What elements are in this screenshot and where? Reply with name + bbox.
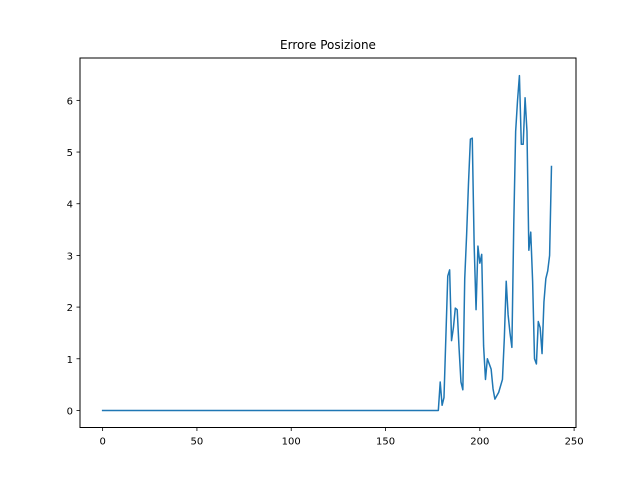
y-tick-label: 4 bbox=[67, 200, 73, 211]
plot-frame bbox=[79, 57, 577, 428]
y-tick-label: 6 bbox=[67, 96, 73, 107]
series-layer bbox=[101, 74, 553, 412]
y-tick-label: 5 bbox=[67, 148, 73, 159]
x-tick-label: 100 bbox=[282, 437, 301, 448]
x-tick-label: 0 bbox=[99, 437, 105, 448]
x-tick-label: 50 bbox=[191, 437, 204, 448]
y-tick-label: 2 bbox=[67, 303, 73, 314]
chart-title: Errore Posizione bbox=[280, 38, 376, 52]
x-tick-label: 200 bbox=[470, 437, 489, 448]
y-tick-label: 3 bbox=[67, 251, 73, 262]
series-line bbox=[101, 74, 553, 412]
axes: 0 50 100 150 200 250 0 1 2 3 4 5 6 bbox=[67, 96, 584, 447]
x-tick-label: 250 bbox=[565, 437, 584, 448]
y-tick-label: 0 bbox=[67, 406, 73, 417]
x-tick-label: 150 bbox=[376, 437, 395, 448]
y-tick-label: 1 bbox=[67, 355, 73, 366]
